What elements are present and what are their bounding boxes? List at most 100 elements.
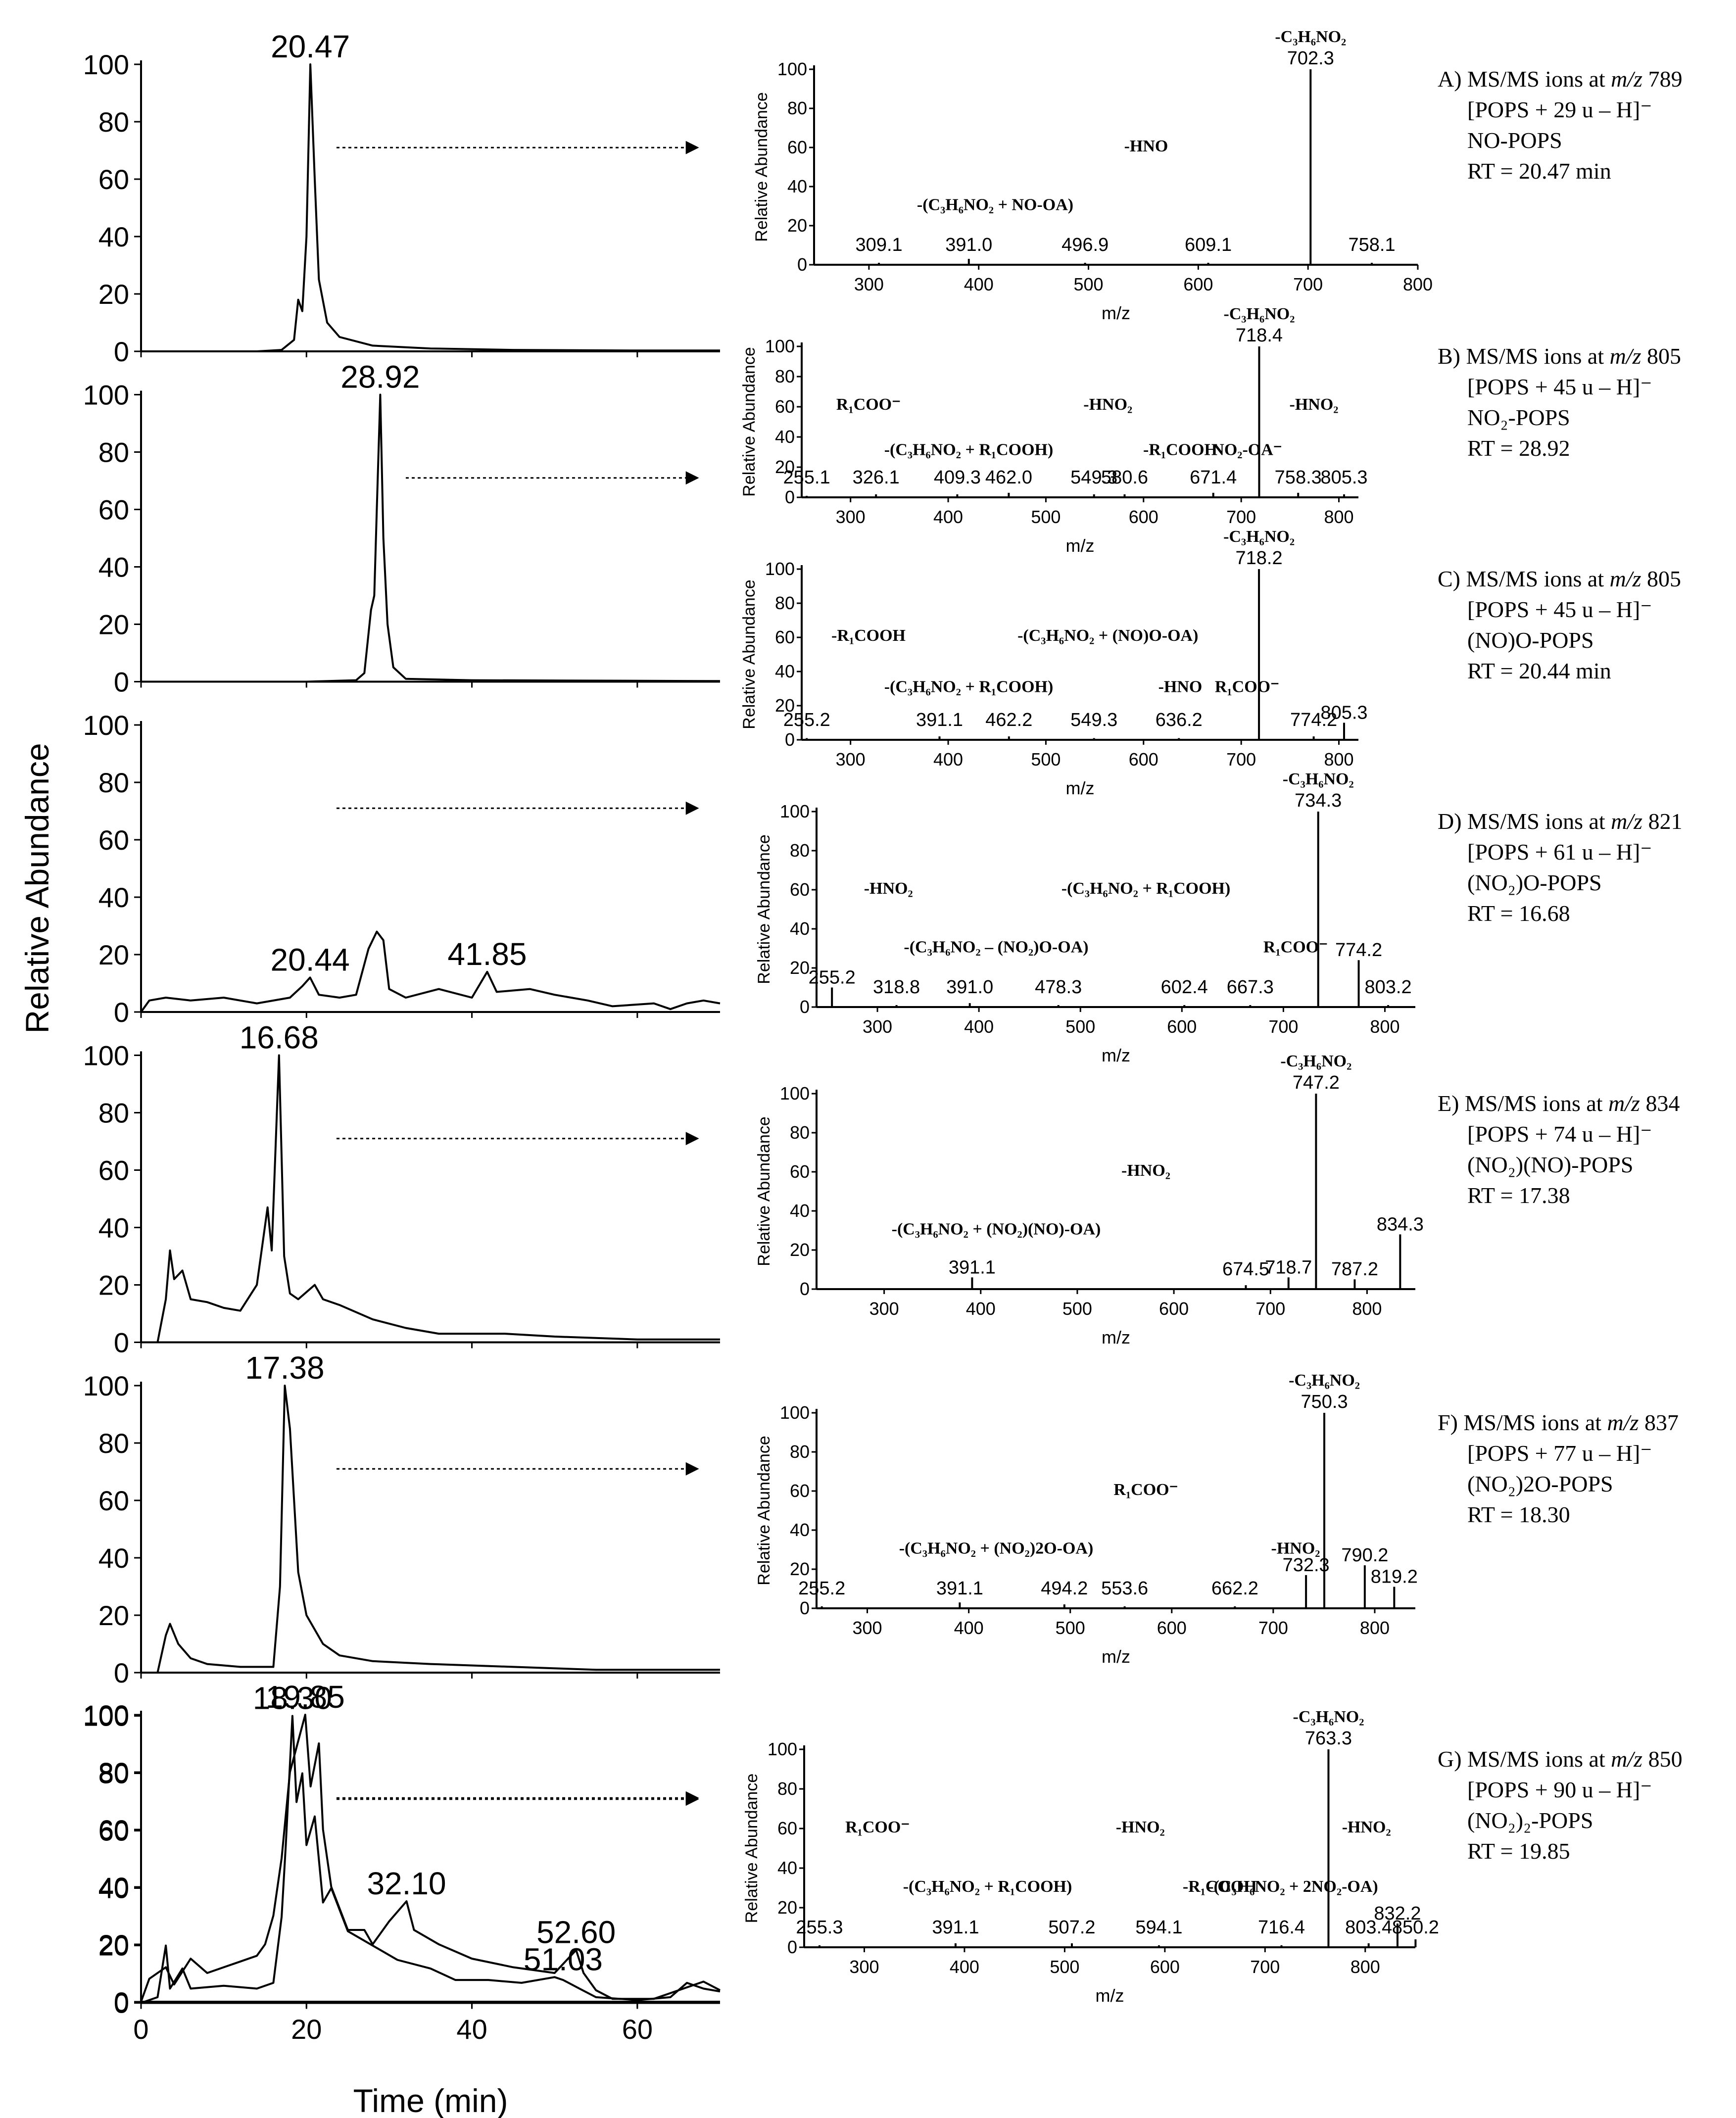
panel-caption-line: (NO₂)₂-POPS bbox=[1467, 1808, 1593, 1833]
spectrum-peak-label: 326.1 bbox=[853, 467, 900, 488]
spectrum-y-tick-label: 0 bbox=[797, 254, 807, 275]
spectrum-peak-label: 662.2 bbox=[1211, 1578, 1258, 1599]
chromatogram-x-tick-label: 40 bbox=[456, 2014, 487, 2045]
spectrum-peak-label: 750.3 bbox=[1301, 1392, 1348, 1412]
spectrum-peak-label: 255.2 bbox=[809, 967, 856, 988]
chromatogram-y-tick-label: 40 bbox=[98, 882, 129, 913]
spectrum-y-axis-label: Relative Abundance bbox=[755, 834, 773, 984]
spectrum-x-tick-label: 500 bbox=[1031, 749, 1061, 770]
spectrum-y-tick-label: 60 bbox=[777, 1818, 797, 1838]
spectrum-x-tick-label: 700 bbox=[1293, 274, 1323, 294]
chromatogram-peak-label: 20.44 bbox=[271, 942, 350, 977]
spectrum-y-tick-label: 60 bbox=[790, 879, 810, 900]
spectrum-y-tick-label: 100 bbox=[777, 59, 807, 79]
panel-caption-line: (NO₂)(NO)-POPS bbox=[1467, 1152, 1633, 1177]
spectrum-peak-label: 496.9 bbox=[1061, 235, 1109, 255]
spectrum-y-tick-label: 40 bbox=[777, 1858, 797, 1878]
spectrum-x-tick-label: 800 bbox=[1350, 1957, 1380, 1977]
spectrum-x-tick-label: 500 bbox=[1050, 1957, 1079, 1977]
chromatogram-y-tick-label: 20 bbox=[98, 1600, 129, 1631]
spectrum-panel-c: 0 20 40 60 80 100 300 400 500 600 700 800 m/z Relativ… bbox=[740, 528, 1681, 798]
spectrum-y-tick-label: 80 bbox=[790, 1122, 810, 1143]
spectrum-y-tick-label: 20 bbox=[787, 215, 807, 236]
spectrum-annotation: -(C₃H₆NO₂ + 2NO₂-OA) bbox=[1208, 1877, 1378, 1896]
spectrum-y-tick-label: 20 bbox=[790, 1240, 810, 1260]
spectrum-x-tick-label: 600 bbox=[1150, 1957, 1180, 1977]
chromatogram-peak-label: 17.38 bbox=[245, 1350, 324, 1386]
chromatogram-y-tick-label: 60 bbox=[98, 164, 129, 195]
chromatogram-panel-g: 0 20 40 60 80 100 0 20 40 60 19.85 32.10 52.60 bbox=[83, 1679, 721, 2045]
spectrum-annotation: -HNO bbox=[1158, 677, 1203, 696]
chromatogram-y-tick-label: 40 bbox=[98, 221, 129, 252]
chromatogram-y-tick-label: 80 bbox=[98, 437, 129, 468]
spectrum-x-axis-label: m/z bbox=[1096, 1985, 1124, 2006]
spectrum-panel-f: 0 20 40 60 80 100 300 400 500 600 700 800 m/z Relativ… bbox=[755, 1371, 1679, 1667]
spectrum-annotation: -HNO bbox=[1124, 137, 1168, 155]
chromatogram-peak-label: 52.60 bbox=[536, 1915, 616, 1950]
panel-caption-line: F) MS/MS ions at m/z 837 bbox=[1438, 1410, 1679, 1435]
spectrum-y-tick-label: 0 bbox=[800, 997, 810, 1017]
spectrum-x-tick-label: 700 bbox=[1250, 1957, 1280, 1977]
spectrum-y-tick-label: 40 bbox=[775, 661, 795, 681]
chromatogram-panel-b: 0 20 40 60 80 100 28.92 bbox=[83, 359, 721, 698]
spectrum-peak-label: 553.6 bbox=[1101, 1578, 1148, 1599]
chromatogram-y-tick-label: 80 bbox=[98, 106, 129, 138]
spectrum-peak-label: 667.3 bbox=[1227, 977, 1274, 998]
chromatogram-trace bbox=[140, 1714, 721, 2002]
spectrum-x-tick-label: 500 bbox=[1062, 1299, 1092, 1319]
panel-caption-line: [POPS + 61 u – H]⁻ bbox=[1467, 839, 1652, 865]
panel-caption-line: RT = 17.38 bbox=[1467, 1183, 1570, 1208]
spectrum-y-tick-label: 100 bbox=[780, 1083, 810, 1104]
panel-caption-line: D) MS/MS ions at m/z 821 bbox=[1438, 809, 1683, 834]
spectrum-y-tick-label: 60 bbox=[787, 137, 807, 157]
spectrum-x-tick-label: 800 bbox=[1403, 274, 1433, 294]
spectrum-panel-e: 0 20 40 60 80 100 300 400 500 600 700 800 m/z Relativ… bbox=[755, 1052, 1680, 1348]
spectrum-x-tick-label: 300 bbox=[836, 749, 866, 770]
spectrum-peak-label: 718.7 bbox=[1265, 1257, 1312, 1278]
panel-caption-line: (NO₂)O-POPS bbox=[1467, 870, 1602, 895]
panel-caption-line: E) MS/MS ions at m/z 834 bbox=[1438, 1091, 1680, 1116]
chromatogram-y-tick-label: 100 bbox=[83, 1701, 129, 1732]
spectrum-x-tick-label: 800 bbox=[1370, 1016, 1399, 1037]
spectrum-peak-label: 718.2 bbox=[1236, 548, 1283, 569]
panel-caption-line: RT = 19.85 bbox=[1467, 1838, 1570, 1864]
spectrum-y-tick-label: 60 bbox=[775, 627, 795, 647]
spectrum-y-tick-label: 80 bbox=[787, 98, 807, 118]
spectrum-x-tick-label: 700 bbox=[1258, 1618, 1288, 1638]
spectrum-peak-label: 850.2 bbox=[1392, 1917, 1439, 1938]
spectrum-y-tick-label: 80 bbox=[775, 593, 795, 613]
panel-caption-line: B) MS/MS ions at m/z 805 bbox=[1438, 343, 1681, 369]
chromatogram-y-tick-label: 100 bbox=[83, 1699, 129, 1731]
spectrum-annotation: -HNO₂ bbox=[1083, 395, 1132, 414]
spectrum-peak-label: 702.3 bbox=[1287, 48, 1334, 69]
panel-caption-line: [POPS + 45 u – H]⁻ bbox=[1467, 374, 1652, 399]
spectrum-y-tick-label: 0 bbox=[787, 1937, 797, 1957]
panel-caption-line: RT = 28.92 bbox=[1467, 435, 1570, 461]
chromatogram-peak-label: 18.30 bbox=[253, 1681, 332, 1716]
spectrum-x-tick-label: 800 bbox=[1360, 1618, 1390, 1638]
spectrum-panel-a: 0 20 40 60 80 100 300 400 500 600 700 800 m/z Relativ… bbox=[752, 28, 1683, 323]
spectrum-annotation: -HNO₂ bbox=[1342, 1818, 1391, 1836]
chromatogram-y-tick-label: 80 bbox=[98, 1757, 129, 1788]
spectrum-y-tick-label: 20 bbox=[775, 695, 795, 716]
panel-caption-line: (NO₂)2O-POPS bbox=[1467, 1471, 1613, 1496]
chromatogram-y-tick-label: 60 bbox=[98, 1816, 129, 1847]
chromatogram-y-tick-label: 80 bbox=[98, 1098, 129, 1129]
panel-caption-line: RT = 20.44 min bbox=[1467, 658, 1611, 683]
spectrum-peak-label: 758.1 bbox=[1349, 235, 1396, 255]
spectrum-y-tick-label: 100 bbox=[780, 801, 810, 821]
spectrum-annotation: -C₃H₆NO₂ bbox=[1223, 528, 1295, 546]
spectrum-annotation: -R₁COOH bbox=[1143, 441, 1217, 459]
spectrum-annotation: -(C₃H₆NO₂ + NO-OA) bbox=[917, 195, 1073, 214]
spectrum-annotation: -(C₃H₆NO₂ + R₁COOH) bbox=[903, 1877, 1072, 1896]
spectrum-peak-label: 391.1 bbox=[936, 1578, 983, 1599]
spectrum-y-tick-label: 20 bbox=[790, 958, 810, 978]
chromatogram-y-tick-label: 40 bbox=[98, 1542, 129, 1574]
spectrum-panel-g: 0 20 40 60 80 100 300 400 500 600 700 800 m/z Relativ… bbox=[742, 1708, 1683, 2006]
spectrum-peak-label: 391.1 bbox=[949, 1257, 996, 1278]
spectrum-peak-label: 834.3 bbox=[1377, 1214, 1424, 1235]
spectrum-annotation: -HNO₂ bbox=[1290, 395, 1339, 414]
spectrum-x-tick-label: 400 bbox=[964, 1016, 994, 1037]
spectrum-peak-label: 478.3 bbox=[1035, 977, 1082, 998]
spectrum-y-axis-label: Relative Abundance bbox=[740, 579, 759, 729]
